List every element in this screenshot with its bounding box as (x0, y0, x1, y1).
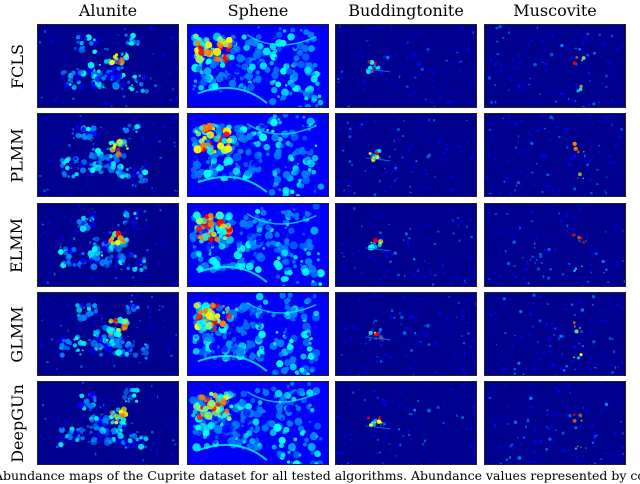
abundance-map-elmm-buddingtonite (335, 203, 477, 287)
abundance-map-fcls-alunite (37, 24, 179, 108)
abundance-map-plmm-muscovite (484, 113, 626, 197)
abundance-map-fcls-sphene (187, 24, 329, 108)
abundance-map-glmm-alunite (37, 292, 179, 376)
abundance-map-deepgun-alunite (37, 381, 179, 465)
row-label-deepgun: DeepGUn (0, 381, 34, 465)
column-header-sphene: Sphene (187, 0, 329, 22)
column-header-buddingtonite: Buddingtonite (335, 0, 477, 22)
abundance-map-plmm-sphene (187, 113, 329, 197)
abundance-map-plmm-buddingtonite (335, 113, 477, 197)
abundance-map-glmm-muscovite (484, 292, 626, 376)
abundance-map-plmm-alunite (37, 113, 179, 197)
abundance-map-fcls-muscovite (484, 24, 626, 108)
row-label-elmm: ELMM (0, 203, 34, 287)
abundance-map-deepgun-muscovite (484, 381, 626, 465)
row-label-glmm: GLMM (0, 292, 34, 376)
abundance-map-glmm-sphene (187, 292, 329, 376)
row-label-fcls: FCLS (0, 24, 34, 108)
row-label-plmm: PLMM (0, 113, 34, 197)
column-header-muscovite: Muscovite (484, 0, 626, 22)
abundance-map-glmm-buddingtonite (335, 292, 477, 376)
abundance-map-deepgun-buddingtonite (335, 381, 477, 465)
abundance-map-elmm-sphene (187, 203, 329, 287)
column-header-alunite: Alunite (37, 0, 179, 22)
abundance-map-fcls-buddingtonite (335, 24, 477, 108)
abundance-map-elmm-muscovite (484, 203, 626, 287)
figure-caption: Abundance maps of the Cuprite dataset fo… (0, 468, 640, 484)
abundance-map-elmm-alunite (37, 203, 179, 287)
abundance-map-deepgun-sphene (187, 381, 329, 465)
